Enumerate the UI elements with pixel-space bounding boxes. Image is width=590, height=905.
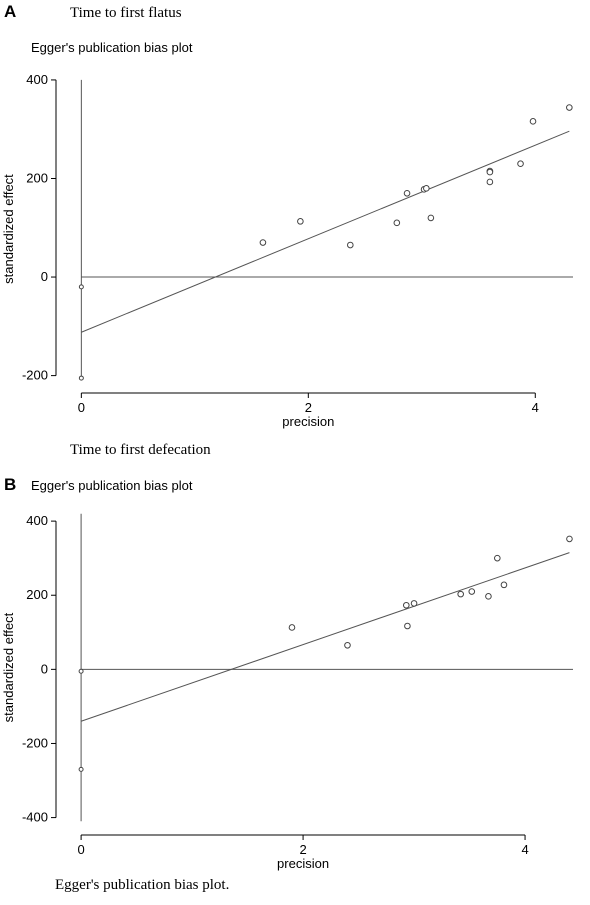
x-axis-label: precision — [277, 856, 329, 871]
y-tick-label: 0 — [41, 269, 48, 284]
data-point — [297, 218, 304, 225]
panel-b-caption: Time to first defecation — [70, 442, 211, 458]
data-point — [485, 593, 492, 600]
data-point — [347, 241, 354, 249]
data-point — [494, 554, 501, 562]
data-point — [402, 601, 410, 609]
data-point — [457, 590, 464, 598]
data-point — [500, 581, 508, 589]
data-point — [78, 766, 84, 772]
data-point — [410, 600, 418, 607]
data-point — [529, 118, 537, 125]
data-point — [486, 178, 494, 186]
panel-b-title: Egger's publication bias plot — [31, 478, 193, 493]
data-point — [344, 641, 351, 649]
data-point — [78, 668, 84, 674]
panel-b-letter: B — [4, 475, 17, 494]
y-tick-label: 400 — [26, 72, 48, 87]
regression-line — [81, 130, 570, 333]
y-tick-label: -400 — [22, 810, 48, 825]
data-point — [259, 239, 267, 246]
data-point — [468, 588, 476, 595]
y-axis-label: standardized effect — [1, 612, 16, 722]
data-point — [486, 168, 494, 176]
data-point — [403, 189, 411, 197]
panel-a-title: Egger's publication bias plot — [31, 40, 193, 55]
x-axis-label: precision — [282, 414, 334, 429]
x-tick-label: 2 — [299, 842, 306, 857]
y-tick-label: -200 — [22, 368, 48, 383]
panel-a-letter: A — [4, 2, 17, 21]
regression-line — [80, 552, 570, 722]
y-tick-label: 200 — [26, 170, 48, 185]
chart-b: -400 -200 0 200 400 0 2 4 precision standardized … — [1, 513, 573, 871]
y-tick-label: 0 — [41, 661, 48, 676]
y-tick-label: 200 — [26, 587, 48, 602]
x-tick-label: 2 — [305, 400, 312, 415]
x-tick-label: 0 — [77, 842, 84, 857]
data-point — [393, 219, 401, 227]
data-point — [427, 214, 435, 222]
data-point — [566, 535, 573, 543]
y-tick-label: -200 — [22, 735, 48, 750]
y-axis-label: standardized effect — [1, 174, 16, 284]
x-tick-label: 4 — [521, 842, 528, 857]
figure-caption: Egger's publication bias plot. — [55, 877, 230, 893]
data-point — [517, 160, 524, 168]
data-point — [78, 284, 84, 290]
data-point — [423, 185, 430, 192]
y-tick-label: 400 — [26, 513, 48, 528]
x-tick-label: 4 — [532, 400, 539, 415]
data-point — [288, 624, 296, 631]
panel-a-caption: Time to first flatus — [70, 5, 182, 21]
chart-a: -200 0 200 400 0 2 4 precision standardized effe… — [1, 72, 573, 429]
x-tick-label: 0 — [78, 400, 85, 415]
data-point — [566, 104, 573, 111]
data-point — [78, 375, 84, 381]
data-point — [404, 622, 411, 630]
